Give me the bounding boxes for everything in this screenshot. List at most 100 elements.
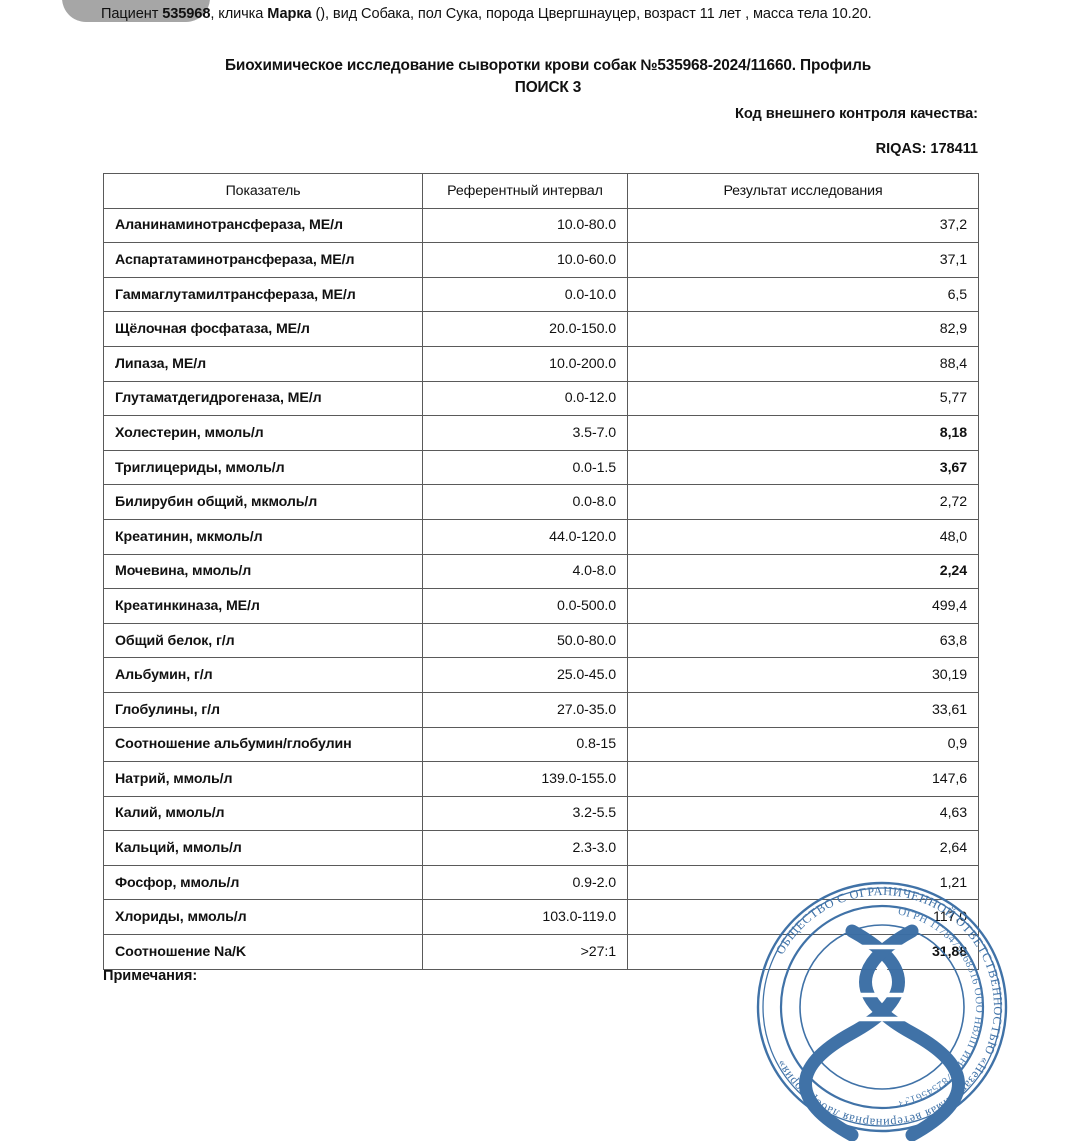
cell-indicator-name: Щёлочная фосфатаза, МЕ/л (103, 311, 423, 347)
table-row: Хлориды, ммоль/л 103.0-119.0 117,0 (103, 899, 979, 936)
patient-name-value: Марка (267, 6, 312, 22)
cell-indicator-name: Соотношение альбумин/глобулин (103, 726, 423, 763)
cell-result-value-abnormal: 2,24 (627, 553, 979, 590)
table-row: Глобулины, г/л 27.0-35.0 33,61 (103, 691, 979, 728)
cell-reference-range: 0.9-2.0 (422, 864, 628, 901)
cell-indicator-name: Аланинаминотрансфераза, МЕ/л (103, 207, 423, 244)
column-header-reference-range: Референтный интервал (422, 173, 628, 209)
table-row: Креатинкиназа, МЕ/л 0.0-500.0 499,4 (103, 588, 979, 624)
cell-result-value: 5,77 (627, 380, 979, 417)
cell-reference-range: 27.0-35.0 (422, 691, 628, 728)
report-title-line-1: Биохимическое исследование сыворотки кро… (224, 57, 872, 74)
cell-reference-range: 0.8-15 (422, 726, 628, 763)
cell-indicator-name: Креатинкиназа, МЕ/л (103, 588, 423, 624)
cell-indicator-name: Соотношение Na/K (103, 934, 423, 970)
cell-indicator-name: Общий белок, г/л (103, 622, 423, 659)
table-row: Холестерин, ммоль/л 3.5-7.0 8,18 (103, 415, 979, 451)
notes-label: Примечания: (103, 968, 198, 984)
cell-reference-range: 3.2-5.5 (422, 795, 628, 832)
table-row: Щёлочная фосфатаза, МЕ/л 20.0-150.0 82,9 (103, 311, 979, 347)
quality-control-code: RIQAS: 178411 (875, 141, 978, 157)
cell-indicator-name: Липаза, МЕ/л (103, 345, 423, 382)
cell-result-value: 499,4 (627, 588, 979, 624)
cell-indicator-name: Креатинин, мкмоль/л (103, 518, 423, 555)
table-row: Глутаматдегидрогеназа, МЕ/л 0.0-12.0 5,77 (103, 380, 979, 417)
cell-reference-range: 139.0-155.0 (422, 761, 628, 797)
cell-result-value: 6,5 (627, 276, 979, 313)
patient-id-value: 535968 (162, 6, 211, 22)
cell-reference-range: 0.0-8.0 (422, 484, 628, 520)
lab-results-body: Аланинаминотрансфераза, МЕ/л 10.0-80.0 37,… (103, 207, 979, 970)
cell-indicator-name: Кальций, ммоль/л (103, 830, 423, 866)
cell-indicator-name: Глобулины, г/л (103, 691, 423, 728)
cell-result-value: 37,1 (627, 242, 979, 278)
patient-info-line: Пациент 535968, кличка Марка (), вид Соб… (101, 4, 1001, 24)
cell-result-value: 63,8 (627, 622, 979, 659)
cell-indicator-name: Холестерин, ммоль/л (103, 415, 423, 451)
cell-result-value: 2,64 (627, 830, 979, 866)
cell-indicator-name: Калий, ммоль/л (103, 795, 423, 832)
cell-reference-range: 0.0-500.0 (422, 588, 628, 624)
cell-reference-range: 25.0-45.0 (422, 657, 628, 693)
cell-indicator-name: Билирубин общий, мкмоль/л (103, 484, 423, 520)
table-row: Натрий, ммоль/л 139.0-155.0 147,6 (103, 761, 979, 797)
table-row: Калий, ммоль/л 3.2-5.5 4,63 (103, 795, 979, 832)
cell-reference-range: 50.0-80.0 (422, 622, 628, 659)
table-row: Альбумин, г/л 25.0-45.0 30,19 (103, 657, 979, 693)
table-row: Соотношение альбумин/глобулин 0.8-15 0,9 (103, 726, 979, 763)
table-row: Аланинаминотрансфераза, МЕ/л 10.0-80.0 37,… (103, 207, 979, 244)
cell-result-value-abnormal: 31,88 (627, 934, 979, 970)
table-row: Креатинин, мкмоль/л 44.0-120.0 48,0 (103, 518, 979, 555)
cell-reference-range: 10.0-80.0 (422, 207, 628, 244)
cell-reference-range: 3.5-7.0 (422, 415, 628, 451)
top-gray-artifact (62, 0, 210, 22)
cell-result-value: 2,72 (627, 484, 979, 520)
cell-indicator-name: Триглицериды, ммоль/л (103, 449, 423, 486)
report-title-line-2: ПОИСК 3 (514, 79, 582, 96)
cell-result-value-abnormal: 8,18 (627, 415, 979, 451)
patient-prefix-label: Пациент (101, 6, 163, 22)
table-row: Соотношение Na/K >27:1 31,88 (103, 934, 979, 970)
table-header-row: Показатель Референтный интервал Результа… (103, 173, 979, 209)
patient-mid-label: , кличка (210, 6, 268, 22)
cell-result-value: 33,61 (627, 691, 979, 728)
cell-indicator-name: Гаммаглутамилтрансфераза, МЕ/л (103, 276, 423, 313)
table-row: Мочевина, ммоль/л 4.0-8.0 2,24 (103, 553, 979, 590)
cell-reference-range: 44.0-120.0 (422, 518, 628, 555)
table-row: Липаза, МЕ/л 10.0-200.0 88,4 (103, 345, 979, 382)
cell-result-value: 48,0 (627, 518, 979, 555)
cell-reference-range: 0.0-10.0 (422, 276, 628, 313)
cell-reference-range: 103.0-119.0 (422, 899, 628, 936)
cell-indicator-name: Мочевина, ммоль/л (103, 553, 423, 590)
cell-result-value: 117,0 (627, 899, 979, 936)
cell-indicator-name: Хлориды, ммоль/л (103, 899, 423, 936)
cell-indicator-name: Альбумин, г/л (103, 657, 423, 693)
column-header-result: Результат исследования (627, 173, 979, 209)
cell-result-value: 37,2 (627, 207, 979, 244)
cell-result-value: 88,4 (627, 345, 979, 382)
lab-results-table: Показатель Референтный интервал Результа… (103, 173, 979, 970)
table-row: Гаммаглутамилтрансфераза, МЕ/л 0.0-10.0 6,… (103, 276, 979, 313)
cell-indicator-name: Фосфор, ммоль/л (103, 864, 423, 901)
table-row: Аспартатаминотрансфераза, МЕ/л 10.0-60.0 3… (103, 242, 979, 278)
cell-result-value: 4,63 (627, 795, 979, 832)
table-row: Кальций, ммоль/л 2.3-3.0 2,64 (103, 830, 979, 866)
cell-indicator-name: Аспартатаминотрансфераза, МЕ/л (103, 242, 423, 278)
cell-reference-range: 10.0-200.0 (422, 345, 628, 382)
cell-reference-range: 4.0-8.0 (422, 553, 628, 590)
cell-reference-range: 0.0-1.5 (422, 449, 628, 486)
cell-indicator-name: Глутаматдегидрогеназа, МЕ/л (103, 380, 423, 417)
cell-reference-range: >27:1 (422, 934, 628, 970)
report-title: Биохимическое исследование сыворотки кро… (108, 55, 988, 99)
table-row: Билирубин общий, мкмоль/л 0.0-8.0 2,72 (103, 484, 979, 520)
column-header-indicator: Показатель (103, 173, 423, 209)
cell-reference-range: 20.0-150.0 (422, 311, 628, 347)
table-row: Триглицериды, ммоль/л 0.0-1.5 3,67 (103, 449, 979, 486)
cell-reference-range: 10.0-60.0 (422, 242, 628, 278)
cell-result-value: 0,9 (627, 726, 979, 763)
cell-result-value: 1,21 (627, 864, 979, 901)
cell-result-value: 82,9 (627, 311, 979, 347)
cell-reference-range: 0.0-12.0 (422, 380, 628, 417)
table-row: Общий белок, г/л 50.0-80.0 63,8 (103, 622, 979, 659)
cell-reference-range: 2.3-3.0 (422, 830, 628, 866)
